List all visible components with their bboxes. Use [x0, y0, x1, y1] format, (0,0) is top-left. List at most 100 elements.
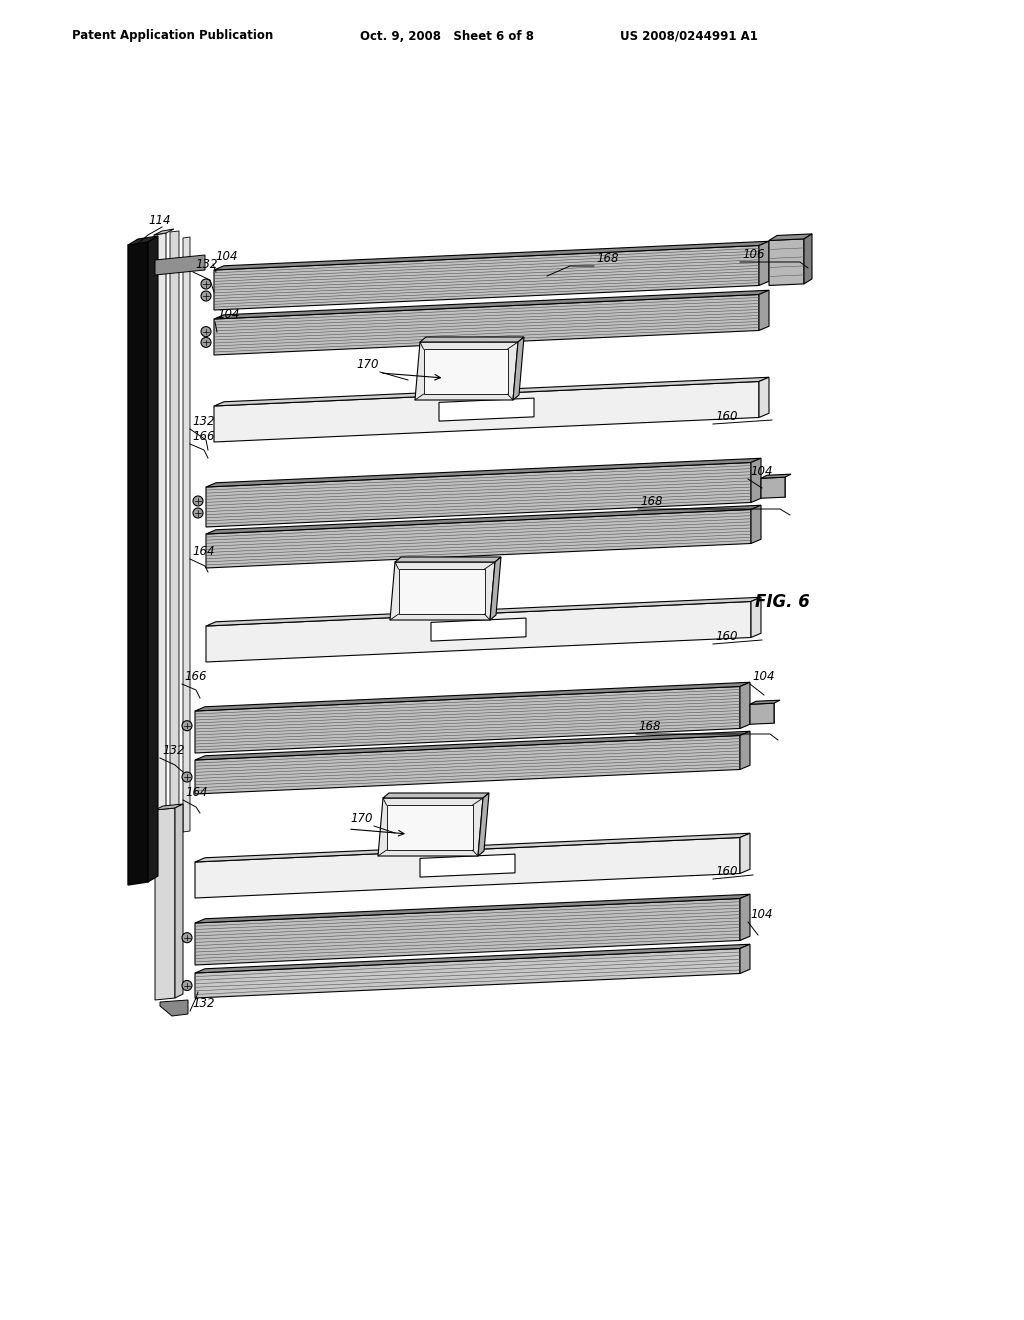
Polygon shape	[195, 686, 740, 752]
Polygon shape	[155, 808, 175, 1001]
Polygon shape	[175, 804, 183, 998]
Polygon shape	[195, 731, 750, 760]
Circle shape	[201, 290, 211, 301]
Text: 164: 164	[185, 785, 208, 799]
Polygon shape	[383, 793, 489, 799]
Polygon shape	[761, 477, 785, 498]
Polygon shape	[804, 234, 812, 284]
Polygon shape	[214, 242, 769, 271]
Text: 104: 104	[752, 671, 774, 682]
Polygon shape	[128, 236, 158, 246]
Polygon shape	[740, 731, 750, 770]
Polygon shape	[128, 242, 148, 884]
Polygon shape	[759, 378, 769, 417]
Polygon shape	[439, 399, 534, 421]
Polygon shape	[206, 510, 751, 568]
Circle shape	[201, 279, 211, 289]
Polygon shape	[160, 1001, 188, 1016]
Polygon shape	[420, 337, 524, 342]
Text: 104: 104	[217, 308, 240, 321]
Polygon shape	[214, 246, 759, 310]
Polygon shape	[513, 337, 524, 400]
Polygon shape	[750, 704, 774, 725]
Polygon shape	[769, 234, 812, 240]
Polygon shape	[206, 506, 761, 535]
Polygon shape	[195, 949, 740, 998]
Polygon shape	[195, 837, 740, 898]
Text: 170: 170	[356, 358, 379, 371]
Polygon shape	[183, 238, 190, 832]
Polygon shape	[395, 557, 501, 562]
Polygon shape	[214, 294, 759, 355]
Polygon shape	[195, 944, 750, 973]
Circle shape	[201, 326, 211, 337]
Text: Patent Application Publication: Patent Application Publication	[72, 29, 273, 42]
Polygon shape	[761, 474, 791, 478]
Text: 104: 104	[215, 249, 238, 263]
Polygon shape	[420, 854, 515, 876]
Polygon shape	[751, 458, 761, 503]
Polygon shape	[195, 735, 740, 795]
Text: 168: 168	[638, 719, 660, 733]
Bar	[424, 348, 508, 395]
Polygon shape	[390, 562, 495, 620]
Text: 164: 164	[193, 545, 214, 558]
Bar	[398, 569, 484, 614]
Circle shape	[193, 496, 203, 506]
Text: 168: 168	[596, 252, 618, 265]
Polygon shape	[490, 557, 501, 620]
Text: US 2008/0244991 A1: US 2008/0244991 A1	[620, 29, 758, 42]
Text: 168: 168	[640, 495, 663, 508]
Polygon shape	[206, 462, 751, 527]
Text: 160: 160	[715, 865, 737, 878]
Polygon shape	[740, 944, 750, 973]
Circle shape	[182, 981, 193, 990]
Text: 104: 104	[750, 465, 772, 478]
Polygon shape	[759, 242, 769, 285]
Text: 106: 106	[742, 248, 765, 261]
Polygon shape	[478, 793, 489, 855]
Circle shape	[182, 721, 193, 731]
Polygon shape	[740, 833, 750, 874]
Polygon shape	[214, 378, 769, 407]
Text: 132: 132	[193, 414, 214, 428]
Polygon shape	[378, 799, 483, 855]
Polygon shape	[195, 682, 750, 711]
Polygon shape	[214, 290, 769, 319]
Text: 132: 132	[195, 257, 217, 271]
Text: Oct. 9, 2008   Sheet 6 of 8: Oct. 9, 2008 Sheet 6 of 8	[360, 29, 534, 42]
Polygon shape	[148, 236, 158, 882]
Polygon shape	[740, 682, 750, 729]
Text: 170: 170	[350, 812, 373, 825]
Circle shape	[201, 338, 211, 347]
Polygon shape	[750, 700, 780, 705]
Polygon shape	[195, 899, 740, 965]
Text: 166: 166	[184, 671, 207, 682]
Polygon shape	[154, 234, 166, 861]
Text: 160: 160	[715, 411, 737, 422]
Polygon shape	[195, 894, 750, 923]
Circle shape	[182, 772, 193, 781]
Polygon shape	[751, 597, 761, 638]
Polygon shape	[206, 602, 751, 663]
Polygon shape	[154, 228, 174, 235]
Polygon shape	[751, 506, 761, 544]
Text: FIG. 6: FIG. 6	[755, 593, 810, 611]
Bar	[386, 805, 472, 850]
Text: 114: 114	[148, 214, 171, 227]
Polygon shape	[206, 458, 761, 487]
Polygon shape	[155, 255, 205, 275]
Polygon shape	[740, 894, 750, 940]
Polygon shape	[195, 833, 750, 862]
Circle shape	[182, 933, 193, 942]
Text: 132: 132	[162, 744, 184, 756]
Polygon shape	[170, 231, 179, 846]
Text: 104: 104	[750, 908, 772, 921]
Circle shape	[193, 508, 203, 517]
Text: 132: 132	[193, 997, 214, 1010]
Text: 160: 160	[715, 630, 737, 643]
Text: 166: 166	[193, 430, 214, 444]
Polygon shape	[769, 239, 804, 285]
Polygon shape	[431, 618, 526, 642]
Polygon shape	[759, 290, 769, 330]
